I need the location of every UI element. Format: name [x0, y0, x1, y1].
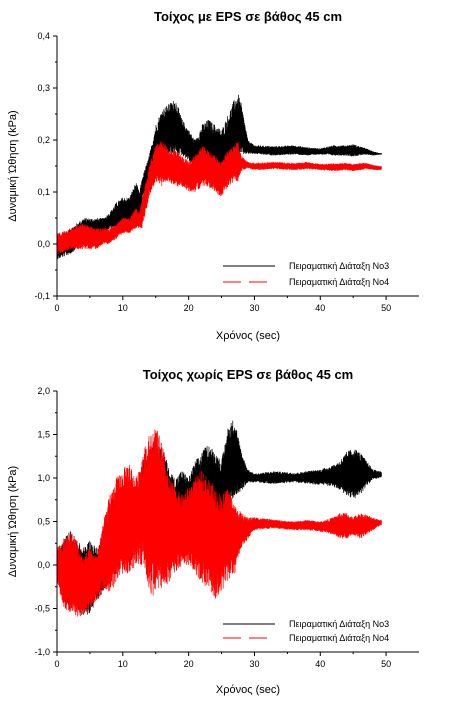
y-tick-label: 0,5	[37, 517, 50, 527]
y-axis-label: Δυναμική Ώθηση (kPa)	[7, 466, 19, 577]
y-axis-label: Δυναμική Ώθηση (kPa)	[7, 110, 19, 221]
y-tick-label: 0,4	[37, 31, 50, 41]
y-tick-label: 0,0	[37, 560, 50, 570]
series-line-no4	[57, 429, 382, 617]
x-tick-label: 0	[54, 659, 59, 669]
x-tick-label: 50	[381, 303, 391, 313]
x-tick-label: 30	[249, 303, 259, 313]
y-tick-label: 0,1	[37, 187, 50, 197]
x-tick-label: 40	[315, 303, 325, 313]
x-tick-label: 50	[381, 659, 391, 669]
legend-label-no4: Πειραματική Διάταξη Νο4	[289, 277, 389, 287]
y-tick-label: -0,5	[34, 604, 50, 614]
y-tick-label: 0,0	[37, 239, 50, 249]
y-tick-label: 1,0	[37, 473, 50, 483]
x-axis-label: Χρόνος (sec)	[216, 684, 280, 696]
chart-title: Τοίχος χωρίς EPS σε βάθος 45 cm	[143, 367, 354, 382]
chart-title: Τοίχος με EPS σε βάθος 45 cm	[154, 9, 342, 24]
x-tick-label: 20	[184, 303, 194, 313]
chart-1: Τοίχος με EPS σε βάθος 45 cm 0 10 20 30 40 50 -…	[7, 9, 419, 342]
x-tick-label: 10	[118, 303, 128, 313]
legend: Πειραματική Διάταξη Νο3 Πειραματική Διάτα…	[223, 261, 389, 287]
legend: Πειραματική Διάταξη Νο3 Πειραματική Διάτα…	[223, 619, 389, 643]
x-axis-label: Χρόνος (sec)	[216, 330, 280, 342]
series-line-no4	[57, 141, 382, 254]
y-tick-label: 1,5	[37, 430, 50, 440]
x-tick-label: 30	[249, 659, 259, 669]
y-tick-label: -1,0	[34, 647, 50, 657]
series-line-no3	[57, 94, 382, 260]
y-tick-label: 0,2	[37, 135, 50, 145]
legend-label-no3: Πειραματική Διάταξη Νο3	[289, 619, 389, 629]
legend-label-no4: Πειραματική Διάταξη Νο4	[289, 633, 389, 643]
x-tick-label: 0	[54, 303, 59, 313]
chart-2: Τοίχος χωρίς EPS σε βάθος 45 cm 0 10 20 30 40…	[7, 367, 419, 696]
y-tick-label: 0,3	[37, 83, 50, 93]
x-tick-label: 20	[184, 659, 194, 669]
y-tick-label: -0,1	[34, 291, 50, 301]
legend-label-no3: Πειραματική Διάταξη Νο3	[289, 261, 389, 271]
x-tick-label: 10	[118, 659, 128, 669]
y-tick-label: 2,0	[37, 386, 50, 396]
x-tick-label: 40	[315, 659, 325, 669]
